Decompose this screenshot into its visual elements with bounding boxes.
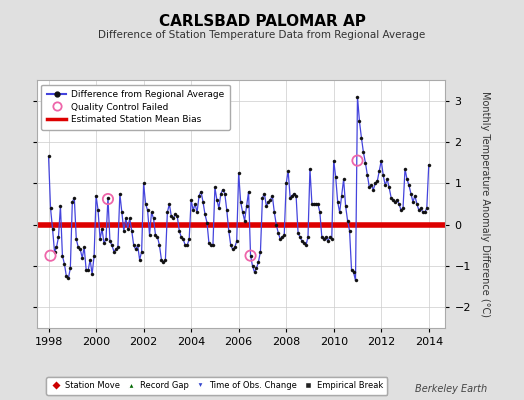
Point	[104, 196, 112, 202]
Y-axis label: Monthly Temperature Anomaly Difference (°C): Monthly Temperature Anomaly Difference (…	[481, 91, 490, 317]
Text: CARLSBAD PALOMAR AP: CARLSBAD PALOMAR AP	[159, 14, 365, 29]
Text: Berkeley Earth: Berkeley Earth	[415, 384, 487, 394]
Legend: Station Move, Record Gap, Time of Obs. Change, Empirical Break: Station Move, Record Gap, Time of Obs. C…	[46, 377, 387, 394]
Point	[353, 158, 362, 164]
Text: Difference of Station Temperature Data from Regional Average: Difference of Station Temperature Data f…	[99, 30, 425, 40]
Point	[46, 252, 54, 259]
Point	[246, 252, 255, 259]
